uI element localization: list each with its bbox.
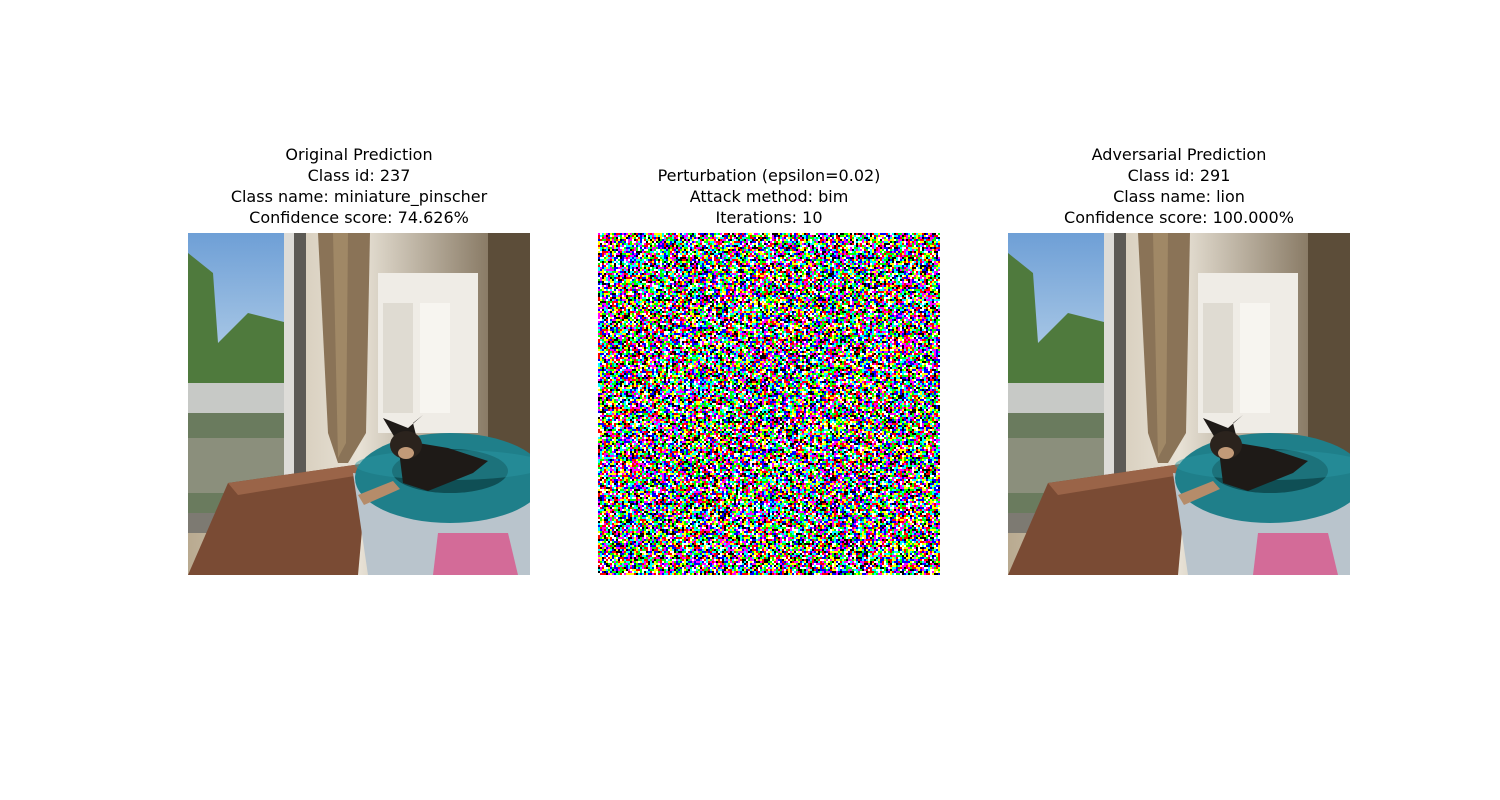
original-image <box>188 233 530 575</box>
adversarial-image <box>1008 233 1350 575</box>
perturbation-heading: Perturbation (epsilon=0.02) <box>657 166 881 185</box>
adversarial-confidence: Confidence score: 100.000% <box>1064 208 1294 227</box>
perturbation-method: Attack method: bim <box>689 187 849 206</box>
adversarial-heading: Adversarial Prediction <box>1091 145 1267 164</box>
adversarial-title: Adversarial Prediction Class id: 291 Cla… <box>928 144 1430 228</box>
noise-canvas <box>598 233 940 575</box>
perturbation-image <box>598 233 940 575</box>
perturbation-iterations: Iterations: 10 <box>715 208 823 227</box>
original-title: Original Prediction Class id: 237 Class … <box>108 144 610 228</box>
original-class-name: Class name: miniature_pinscher <box>230 187 488 206</box>
original-heading: Original Prediction <box>285 145 433 164</box>
perturbation-title: Perturbation (epsilon=0.02) Attack metho… <box>518 165 1020 228</box>
original-class-id: Class id: 237 <box>307 166 411 185</box>
original-confidence: Confidence score: 74.626% <box>249 208 469 227</box>
adversarial-class-name: Class name: lion <box>1113 187 1245 206</box>
adversarial-class-id: Class id: 291 <box>1127 166 1231 185</box>
